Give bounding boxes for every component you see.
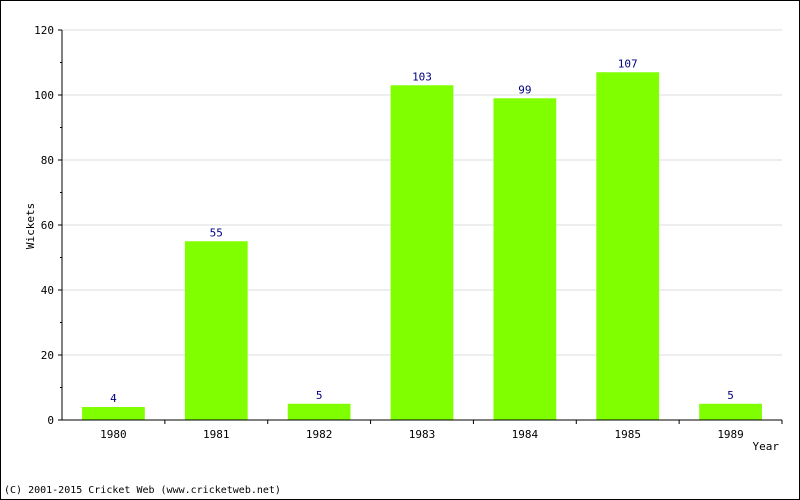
bar-1984 (493, 98, 557, 420)
y-tick-label: 100 (34, 89, 54, 102)
y-tick-label: 40 (41, 284, 54, 297)
y-tick-label: 120 (34, 24, 54, 37)
x-tick-label: 1980 (100, 428, 127, 441)
data-label-1984: 99 (518, 83, 531, 96)
axes (58, 29, 783, 424)
x-tick-label: 1985 (614, 428, 641, 441)
data-label-1982: 5 (316, 389, 323, 402)
bar-1982 (287, 403, 351, 420)
x-tick-label: 1981 (203, 428, 230, 441)
x-tick-label: 1982 (306, 428, 333, 441)
data-label-1980: 4 (110, 392, 117, 405)
bar-1981 (184, 241, 248, 420)
copyright-footer: (C) 2001-2015 Cricket Web (www.cricketwe… (4, 485, 281, 496)
x-tick-label: 1989 (717, 428, 744, 441)
bar-1985 (596, 72, 660, 420)
y-tick-label: 60 (41, 219, 54, 232)
data-label-1989: 5 (727, 389, 734, 402)
labels: 0 20 40 60 80 100 120 4 1980 55 1981 5 1982 103 1983 99… (34, 24, 744, 441)
y-tick-label: 80 (41, 154, 54, 167)
x-tick-label: 1984 (512, 428, 539, 441)
bar-1983 (390, 85, 454, 420)
data-label-1985: 107 (618, 57, 638, 70)
y-tick-label: 20 (41, 349, 54, 362)
x-axis-title: Year (753, 440, 780, 453)
y-tick-label: 0 (47, 414, 54, 427)
y-axis-title: Wickets (24, 203, 37, 249)
data-label-1983: 103 (412, 70, 432, 83)
bar-1980 (82, 407, 145, 420)
data-label-1981: 55 (210, 226, 223, 239)
bars (82, 72, 762, 420)
x-tick-label: 1983 (409, 428, 436, 441)
bar-1989 (699, 403, 762, 420)
